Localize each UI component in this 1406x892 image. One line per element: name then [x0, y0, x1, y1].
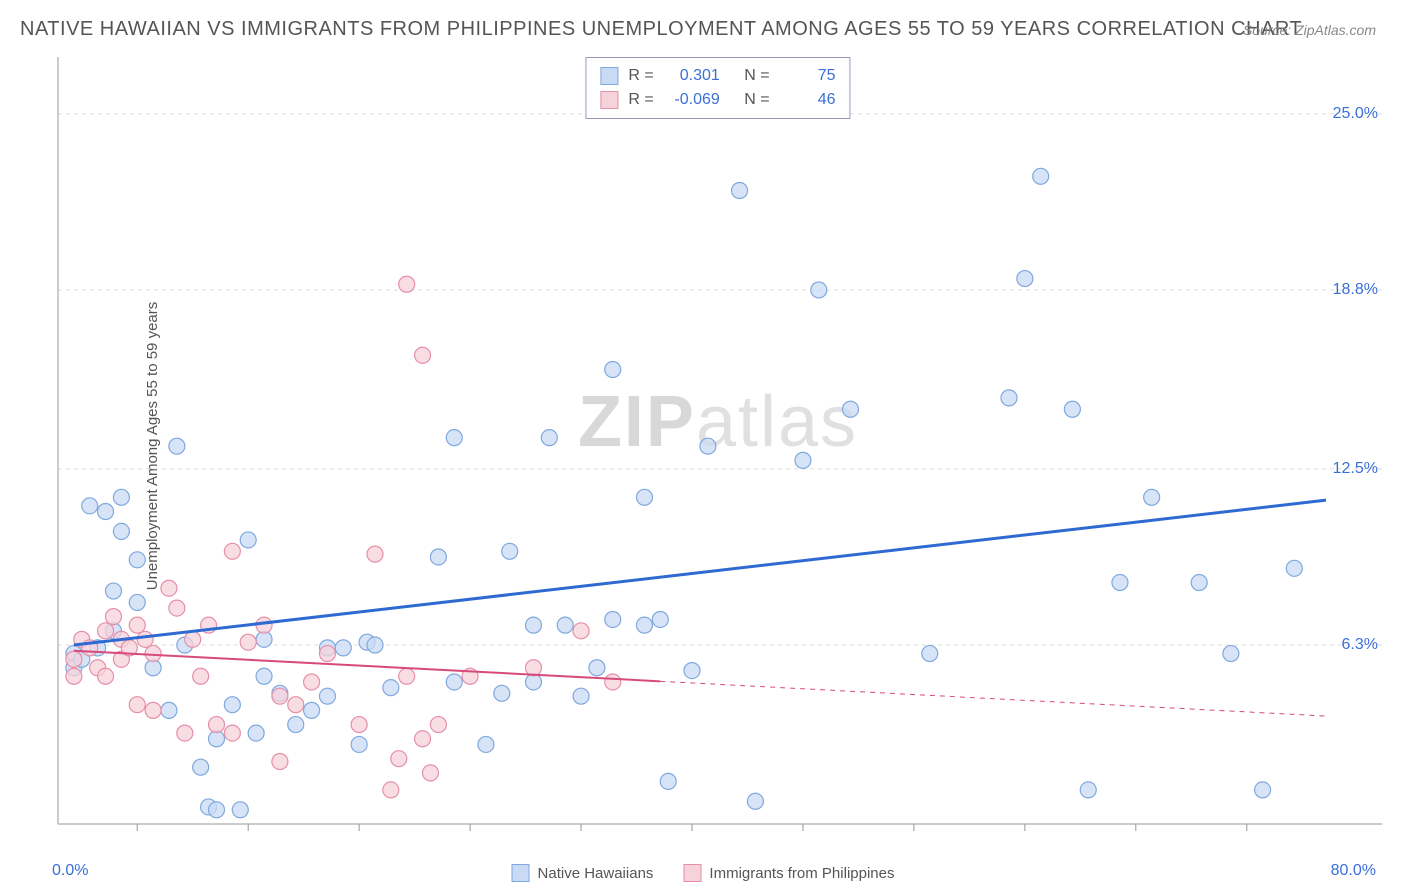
r-value-0: 0.301: [664, 64, 720, 88]
series-legend: Native Hawaiians Immigrants from Philipp…: [512, 864, 895, 882]
y-tick-label: 6.3%: [1342, 636, 1378, 654]
r-label: R =: [628, 64, 653, 88]
n-label: N =: [744, 64, 769, 88]
legend-item-1: Immigrants from Philippines: [683, 864, 894, 882]
y-tick-label: 12.5%: [1333, 460, 1378, 478]
x-axis-max-label: 80.0%: [1331, 862, 1376, 880]
legend-label-0: Native Hawaiians: [538, 865, 654, 882]
n-label: N =: [744, 88, 769, 112]
correlation-legend: R = 0.301 N = 75 R = -0.069 N = 46: [585, 57, 850, 119]
y-tick-label: 18.8%: [1333, 281, 1378, 299]
chart-area: ZIPatlas R = 0.301 N = 75 R = -0.069 N =…: [50, 55, 1386, 852]
legend-swatch-bottom-0: [512, 864, 530, 882]
source-attribution: Source: ZipAtlas.com: [1243, 22, 1376, 38]
y-tick-label: 25.0%: [1333, 105, 1378, 123]
legend-swatch-0: [600, 67, 618, 85]
r-label: R =: [628, 88, 653, 112]
legend-row-series-0: R = 0.301 N = 75: [600, 64, 835, 88]
legend-row-series-1: R = -0.069 N = 46: [600, 88, 835, 112]
scatter-plot: [50, 55, 1386, 852]
n-value-0: 75: [780, 64, 836, 88]
legend-swatch-bottom-1: [683, 864, 701, 882]
legend-label-1: Immigrants from Philippines: [709, 865, 894, 882]
legend-swatch-1: [600, 91, 618, 109]
x-axis-min-label: 0.0%: [52, 862, 88, 880]
legend-item-0: Native Hawaiians: [512, 864, 654, 882]
n-value-1: 46: [780, 88, 836, 112]
r-value-1: -0.069: [664, 88, 720, 112]
chart-title: NATIVE HAWAIIAN VS IMMIGRANTS FROM PHILI…: [20, 18, 1302, 41]
